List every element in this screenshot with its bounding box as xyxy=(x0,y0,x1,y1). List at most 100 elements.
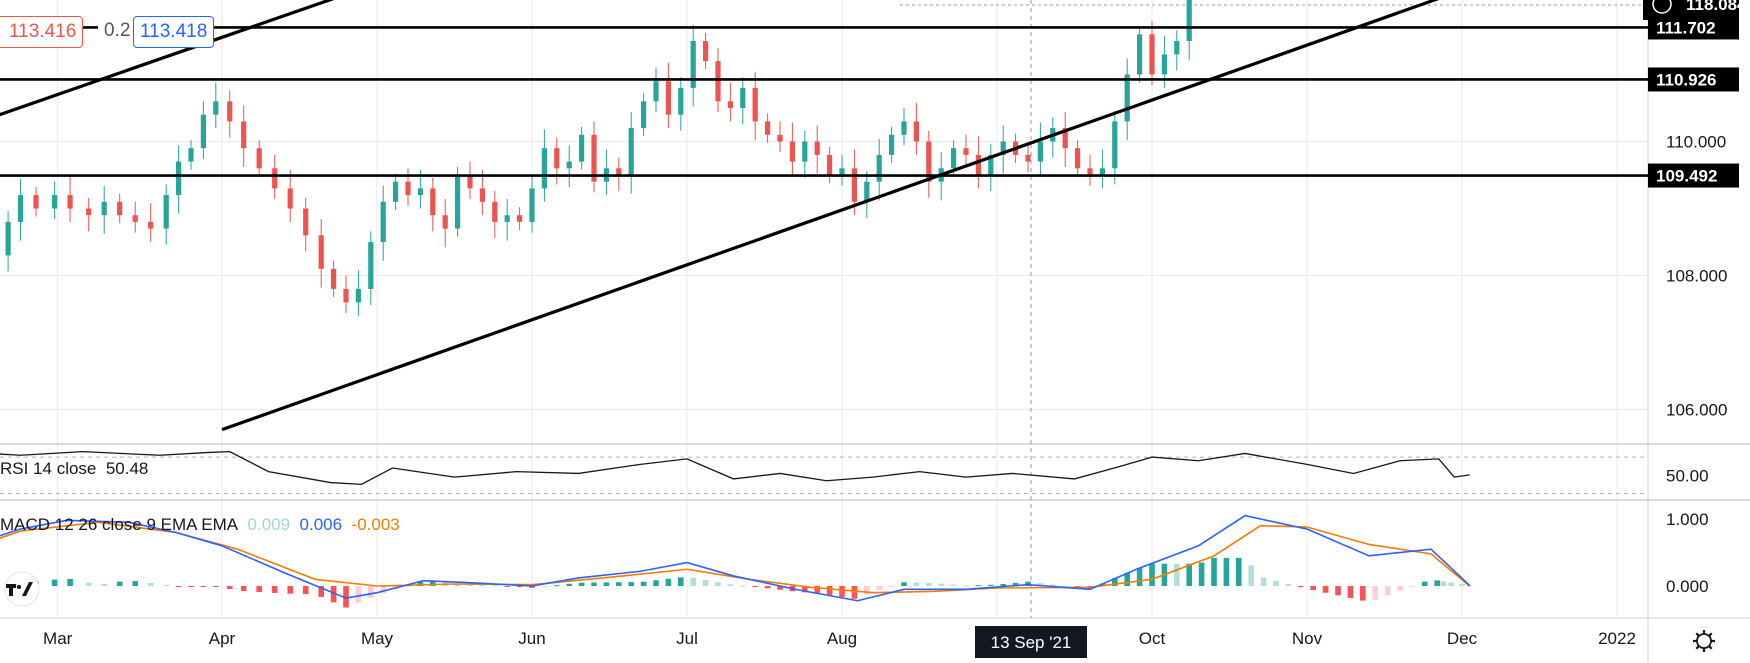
macd-hist-15 xyxy=(116,581,123,586)
tradingview-logo-icon[interactable] xyxy=(0,571,44,607)
candle-78 xyxy=(926,141,932,182)
candle-19 xyxy=(176,161,182,196)
macd-hist-72 xyxy=(851,586,858,599)
macd-hist-38 xyxy=(430,581,436,586)
macd-hist-66 xyxy=(777,586,783,590)
macd-legend-signal: -0.003 xyxy=(351,515,400,534)
candle-25 xyxy=(256,148,262,169)
sell-price-box[interactable]: 113.416 xyxy=(0,16,84,48)
candle-66 xyxy=(777,134,783,142)
macd-hist-65 xyxy=(764,586,771,589)
candle-21 xyxy=(200,114,206,149)
crosshair-date-box xyxy=(975,626,1087,658)
candle-44 xyxy=(504,215,510,222)
macd-hist-106 xyxy=(1273,580,1279,586)
candle-39 xyxy=(442,215,448,229)
macd-hist-93 xyxy=(1112,578,1118,586)
time-tick-7: Oct xyxy=(1139,629,1166,648)
macd-hist-121 xyxy=(1448,582,1454,586)
macd-hist-51 xyxy=(591,582,597,586)
time-tick-5: Aug xyxy=(827,629,857,648)
macd-hist-118 xyxy=(1422,581,1428,586)
candle-98 xyxy=(1174,41,1180,55)
candle-46 xyxy=(529,188,535,222)
macd-hist-99 xyxy=(1186,563,1192,586)
gear-tooth-7 xyxy=(1708,632,1713,637)
macd-hist-45 xyxy=(516,586,523,588)
top-price-plus-icon xyxy=(1652,0,1672,14)
macd-hist-56 xyxy=(653,580,659,586)
macd-hist-33 xyxy=(368,586,374,598)
candle-43 xyxy=(492,201,498,222)
macd-line xyxy=(0,514,1471,602)
candle-8 xyxy=(5,221,11,256)
rsi-line xyxy=(0,450,1470,486)
candle-36 xyxy=(405,181,411,196)
macd-hist-74 xyxy=(876,586,882,591)
top-price-label: 118.084 xyxy=(1686,0,1747,14)
macd-hist-107 xyxy=(1285,583,1292,586)
macd-hist-110 xyxy=(1322,586,1329,593)
candle-24 xyxy=(241,121,247,149)
macd-legend-hist: 0.009 xyxy=(247,515,291,534)
level-label-box-6 xyxy=(1648,67,1739,92)
candle-31 xyxy=(343,288,349,303)
candle-32 xyxy=(355,288,361,303)
trend-line-0 xyxy=(0,0,335,117)
candle-16 xyxy=(132,215,138,222)
macd-hist-96 xyxy=(1149,563,1155,586)
candle-74 xyxy=(876,154,882,182)
macd-hist-95 xyxy=(1136,568,1143,586)
settings-gear-icon[interactable] xyxy=(1693,630,1715,652)
candle-15 xyxy=(117,201,123,216)
macd-hist-20 xyxy=(188,586,194,587)
candle-22 xyxy=(213,101,219,115)
macd-tick-0: 0.000 xyxy=(1666,577,1709,596)
candle-33 xyxy=(368,242,374,289)
candle-59 xyxy=(690,41,696,88)
macd-hist-44 xyxy=(504,586,510,587)
macd-hist-71 xyxy=(839,586,845,598)
macd-hist-48 xyxy=(554,585,560,587)
macd-hist-78 xyxy=(926,582,932,586)
macd-hist-103 xyxy=(1236,557,1242,586)
macd-hist-63 xyxy=(740,585,746,587)
candle-73 xyxy=(864,181,870,202)
macd-hist-64 xyxy=(752,586,758,587)
candle-61 xyxy=(715,61,721,102)
macd-hist-52 xyxy=(603,582,610,586)
macd-hist-94 xyxy=(1124,573,1130,586)
macd-hist-22 xyxy=(213,586,219,588)
candle-37 xyxy=(417,188,423,196)
macd-hist-31 xyxy=(343,586,349,608)
macd-hist-85 xyxy=(1012,582,1019,586)
candle-27 xyxy=(287,188,293,209)
candle-40 xyxy=(455,175,461,229)
candle-55 xyxy=(641,101,647,129)
macd-hist-59 xyxy=(690,577,696,586)
time-tick-10: 2022 xyxy=(1598,629,1636,648)
rsi-tick-0: 50.00 xyxy=(1666,466,1709,485)
candle-14 xyxy=(101,201,107,216)
candle-60 xyxy=(703,41,709,62)
candle-12 xyxy=(67,195,73,209)
rsi-legend: RSI 14 close 50.48 xyxy=(0,459,148,479)
candle-86 xyxy=(1025,154,1031,162)
candle-10 xyxy=(33,195,39,209)
spread-value: 0.2 xyxy=(98,16,137,48)
candle-69 xyxy=(814,141,820,155)
candle-49 xyxy=(566,161,572,169)
candle-81 xyxy=(963,148,969,155)
macd-hist-75 xyxy=(888,586,895,587)
candle-47 xyxy=(541,148,547,189)
candle-35 xyxy=(393,181,399,202)
time-tick-3: Jun xyxy=(518,629,545,648)
time-tick-4: Jul xyxy=(676,629,698,648)
macd-hist-60 xyxy=(702,579,709,586)
macd-hist-27 xyxy=(287,586,293,594)
macd-hist-55 xyxy=(640,581,647,586)
macd-hist-57 xyxy=(665,578,672,586)
buy-price-box[interactable]: 113.418 xyxy=(133,16,215,48)
candle-54 xyxy=(628,128,634,175)
